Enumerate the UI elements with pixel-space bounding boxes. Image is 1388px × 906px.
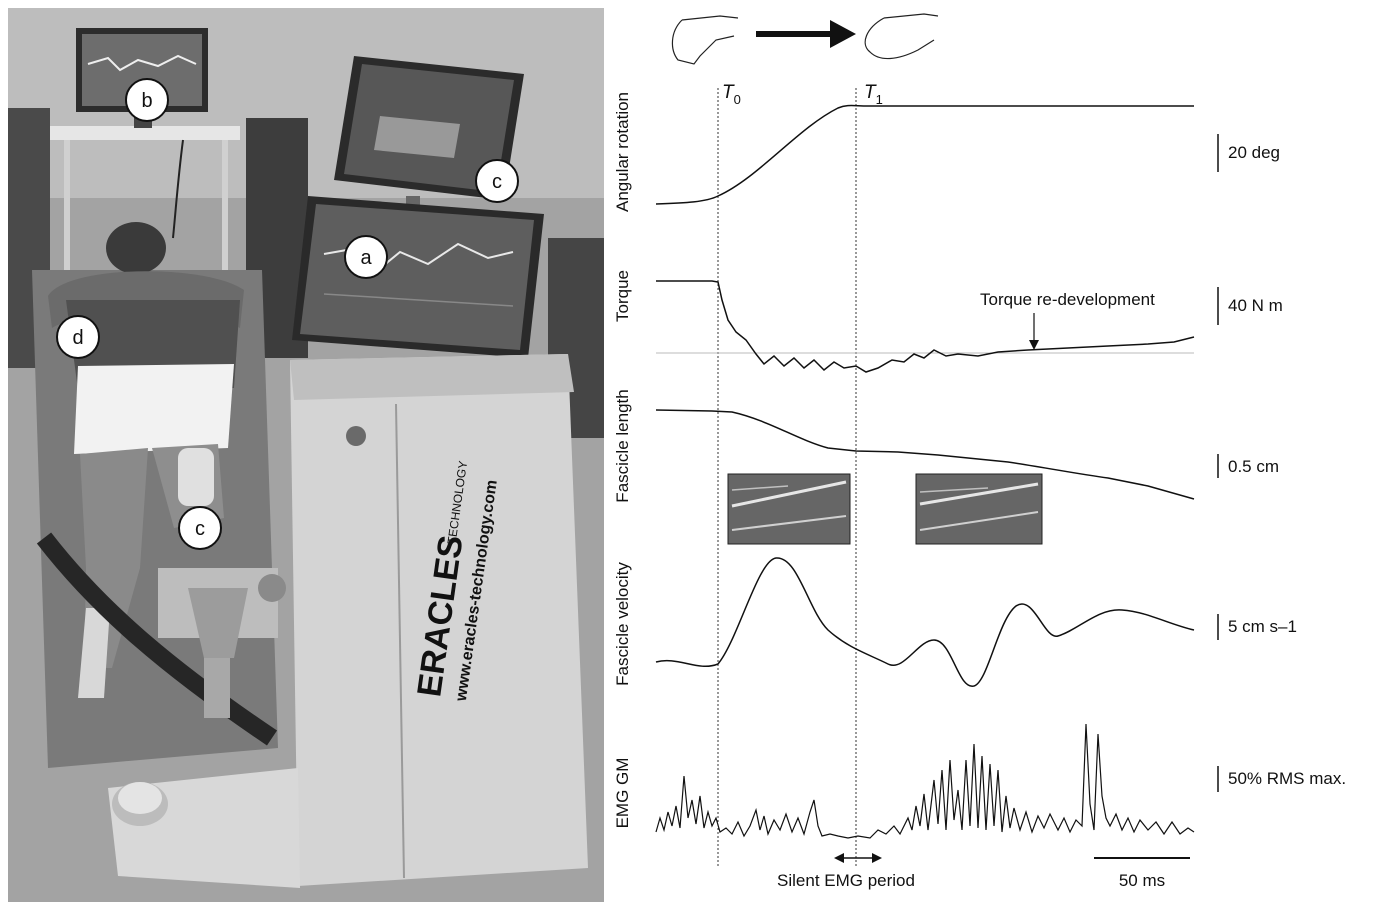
arrow-icon bbox=[756, 20, 856, 48]
svg-text:50% RMS max.: 50% RMS max. bbox=[1228, 769, 1346, 788]
emg-gm-scale: 50% RMS max. bbox=[1217, 766, 1346, 792]
angular-rotation-label: Angular rotation bbox=[613, 92, 632, 212]
svg-text:d: d bbox=[72, 327, 83, 349]
fascicle-length-label: Fascicle length bbox=[613, 389, 632, 502]
silent-emg-period-arrow bbox=[834, 853, 882, 863]
ergometer-photo: ERACLES TECHNOLOGY www.eracles-technolog… bbox=[8, 8, 604, 902]
svg-text:5 cm s–1: 5 cm s–1 bbox=[1228, 617, 1297, 636]
emg-gm-label: EMG GM bbox=[613, 758, 632, 829]
callout-b: b bbox=[125, 78, 169, 122]
torque-redevelopment-label: Torque re-development bbox=[980, 290, 1155, 309]
t0-label: T0 bbox=[722, 82, 741, 107]
callout-c-top: c bbox=[475, 159, 519, 203]
t1-label: T1 bbox=[864, 82, 883, 107]
torque-scale: 40 N m bbox=[1217, 287, 1283, 325]
fascicle-velocity-trace bbox=[655, 557, 1195, 687]
traces-panel: T0 T1 Angular rotation Torque Fascicle l… bbox=[613, 13, 1346, 890]
emg-gm-trace bbox=[655, 723, 1195, 839]
callout-d: d bbox=[56, 315, 100, 359]
ergometer-machine: ERACLES TECHNOLOGY www.eracles-technolog… bbox=[108, 354, 588, 888]
fascicle-length-trace bbox=[655, 409, 1195, 500]
subject-on-bed bbox=[32, 222, 278, 768]
monitor-a-control bbox=[292, 196, 544, 358]
torque-label: Torque bbox=[613, 270, 632, 322]
callout-a: a bbox=[344, 235, 388, 279]
foot-dorsiflexed-icon bbox=[864, 13, 939, 60]
silent-emg-period-label: Silent EMG period bbox=[777, 871, 915, 890]
ultrasound-image-t0 bbox=[727, 473, 851, 545]
foot-plantarflexed-icon bbox=[671, 15, 739, 65]
svg-text:40 N m: 40 N m bbox=[1228, 296, 1283, 315]
fascicle-velocity-scale: 5 cm s–1 bbox=[1217, 614, 1297, 640]
svg-text:0.5 cm: 0.5 cm bbox=[1228, 457, 1279, 476]
svg-text:b: b bbox=[141, 90, 152, 112]
svg-text:a: a bbox=[360, 247, 372, 269]
time-scale-label: 50 ms bbox=[1119, 871, 1165, 890]
monitor-c-ultrasound bbox=[334, 56, 524, 216]
fascicle-velocity-label: Fascicle velocity bbox=[613, 562, 632, 686]
angular-rotation-trace bbox=[655, 104, 1194, 205]
ultrasound-image-t1 bbox=[915, 473, 1043, 545]
torque-trace bbox=[656, 280, 1195, 373]
svg-text:c: c bbox=[492, 171, 502, 193]
angular-rotation-scale: 20 deg bbox=[1217, 134, 1280, 172]
svg-text:20 deg: 20 deg bbox=[1228, 143, 1280, 162]
svg-text:c: c bbox=[195, 518, 205, 540]
fascicle-length-scale: 0.5 cm bbox=[1217, 454, 1279, 478]
callout-c-bottom: c bbox=[178, 506, 222, 550]
ankle-pedal bbox=[158, 448, 286, 718]
